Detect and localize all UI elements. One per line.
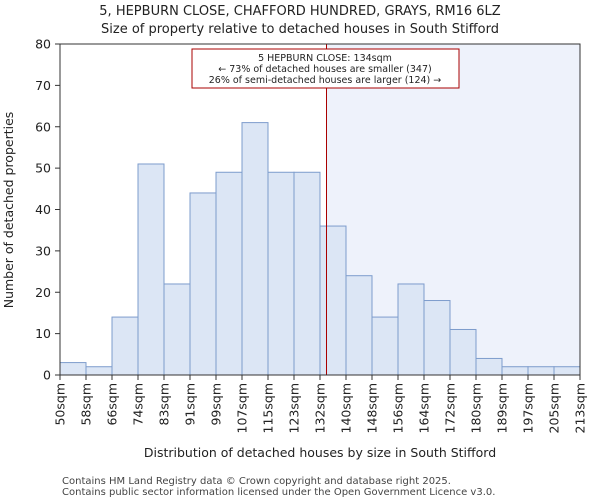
y-tick-label-80: 80 (35, 37, 51, 52)
x-tick-label-140sqm: 140sqm (339, 383, 354, 433)
footer-line-2: Contains public sector information licen… (62, 487, 495, 498)
x-tick-label-189sqm: 189sqm (495, 383, 510, 433)
bar-205sqm (553, 366, 581, 376)
bar-156sqm (397, 283, 425, 376)
footer-line-1: Contains HM Land Registry data © Crown c… (62, 476, 451, 487)
bar-107sqm (241, 122, 269, 376)
y-tick-label-60: 60 (35, 119, 51, 134)
bar-189sqm (501, 366, 529, 376)
y-tick-label-30: 30 (35, 243, 51, 258)
x-axis-label: Distribution of detached houses by size … (144, 445, 496, 460)
x-tick-label-164sqm: 164sqm (417, 383, 432, 433)
x-tick-label-213sqm: 213sqm (573, 383, 588, 433)
x-tick-label-172sqm: 172sqm (443, 383, 458, 433)
x-ticks: 50sqm 58sqm 66sqm 74sqm 83sqm 91sqm 99sqm 107sq… (53, 375, 588, 433)
bar-99sqm (215, 171, 243, 376)
annotation-box: 5 HEPBURN CLOSE: 134sqm ← 73% of detache… (191, 48, 460, 89)
x-tick-label-50sqm: 50sqm (53, 383, 68, 426)
bar-132sqm (319, 225, 347, 376)
bar-50sqm (59, 362, 87, 376)
bar-197sqm (527, 366, 555, 376)
bars (59, 122, 581, 376)
bar-164sqm (423, 300, 451, 376)
annotation-line-1: 5 HEPBURN CLOSE: 134sqm (258, 53, 392, 64)
x-tick-label-156sqm: 156sqm (391, 383, 406, 433)
x-tick-label-83sqm: 83sqm (157, 383, 172, 426)
annotation-line-2: ← 73% of detached houses are smaller (34… (218, 64, 431, 75)
bar-83sqm (163, 283, 191, 376)
x-tick-label-123sqm: 123sqm (287, 383, 302, 433)
x-tick-label-99sqm: 99sqm (209, 383, 224, 426)
y-tick-label-40: 40 (35, 202, 51, 217)
x-tick-label-66sqm: 66sqm (105, 383, 120, 426)
plot-area: 0 10 20 30 40 50 60 70 80 50sqm 58sqm 66sqm 74sqm 83… (35, 37, 587, 434)
x-tick-label-115sqm: 115sqm (261, 383, 276, 433)
y-ticks: 0 10 20 30 40 50 60 70 80 (35, 37, 60, 383)
bar-172sqm (449, 328, 477, 376)
y-axis-label: Number of detached properties (1, 112, 16, 309)
bar-123sqm (293, 171, 321, 376)
x-tick-label-74sqm: 74sqm (131, 383, 146, 426)
y-tick-label-10: 10 (35, 326, 51, 341)
x-tick-label-91sqm: 91sqm (183, 383, 198, 426)
x-tick-label-148sqm: 148sqm (365, 383, 380, 433)
bar-91sqm (189, 192, 217, 376)
bar-148sqm (371, 316, 399, 376)
chart-subtitle: Size of property relative to detached ho… (101, 22, 499, 37)
x-tick-label-180sqm: 180sqm (469, 383, 484, 433)
bar-115sqm (267, 171, 295, 376)
y-tick-label-20: 20 (35, 285, 51, 300)
bar-58sqm (85, 366, 113, 376)
bar-140sqm (345, 275, 373, 376)
x-tick-label-107sqm: 107sqm (235, 383, 250, 433)
bar-66sqm (111, 316, 139, 376)
x-tick-label-132sqm: 132sqm (313, 383, 328, 433)
y-tick-label-70: 70 (35, 78, 51, 93)
chart-title: 5, HEPBURN CLOSE, CHAFFORD HUNDRED, GRAY… (99, 4, 501, 19)
annotation-border (191, 48, 460, 89)
bar-180sqm (475, 357, 503, 376)
bar-74sqm (137, 163, 165, 376)
x-tick-label-197sqm: 197sqm (521, 383, 536, 433)
y-tick-label-50: 50 (35, 161, 51, 176)
x-tick-label-58sqm: 58sqm (79, 383, 94, 426)
y-tick-label-0: 0 (43, 368, 51, 383)
x-tick-label-205sqm: 205sqm (547, 383, 562, 433)
annotation-line-3: 26% of semi-detached houses are larger (… (209, 75, 442, 86)
